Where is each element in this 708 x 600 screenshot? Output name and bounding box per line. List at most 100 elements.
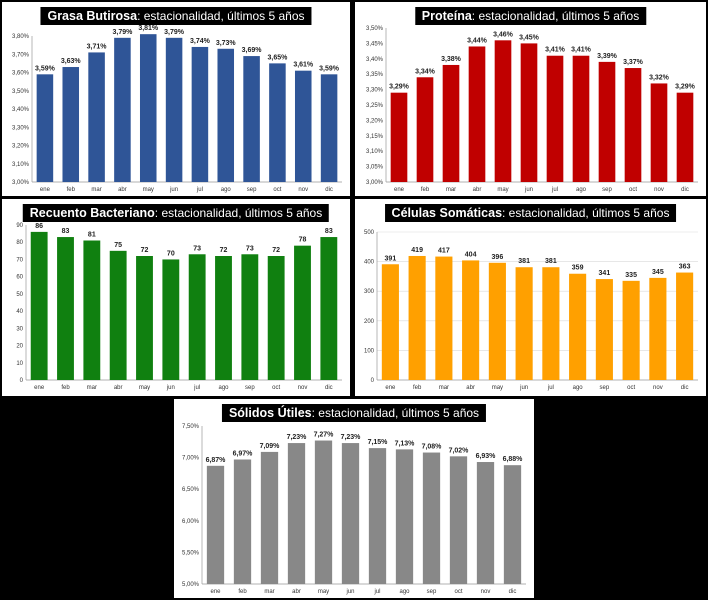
y-tick-label: 70	[16, 257, 23, 263]
y-tick-label: 3,30%	[366, 88, 384, 94]
bar	[233, 459, 252, 584]
chart-title-main: Grasa Butirosa	[47, 9, 138, 23]
data-label: 359	[572, 265, 584, 272]
bar	[416, 77, 434, 182]
data-label: 3,65%	[267, 54, 288, 61]
bar	[314, 440, 333, 584]
x-tick-label: ene	[40, 187, 51, 193]
chart-title-sub: : estacionalidad, últimos 5 años	[311, 406, 480, 420]
bar	[260, 451, 279, 584]
y-tick-label: 3,60%	[12, 71, 30, 77]
x-tick-label: oct	[629, 187, 637, 193]
y-tick-label: 0	[20, 378, 24, 384]
data-label: 3,71%	[87, 43, 108, 50]
data-label: 3,41%	[571, 47, 592, 54]
x-tick-label: sep	[245, 385, 255, 391]
data-label: 7,13%	[395, 440, 416, 447]
data-label: 3,81%	[138, 25, 159, 32]
data-label: 381	[518, 258, 530, 265]
x-tick-label: may	[492, 385, 503, 391]
data-label: 3,44%	[467, 37, 488, 44]
x-tick-label: may	[497, 187, 508, 193]
bar	[381, 264, 399, 380]
y-tick-label: 90	[16, 223, 23, 229]
y-tick-label: 3,15%	[366, 134, 384, 140]
y-tick-label: 80	[16, 240, 23, 246]
chart-title-sub: : estacionalidad, últimos 5 años	[137, 9, 305, 23]
x-tick-label: jun	[345, 589, 354, 595]
x-tick-label: jun	[519, 385, 528, 391]
bar	[294, 245, 311, 380]
chart-svg-recuento: 0 10 20 30 40 50 60 70 80 90 86 ene 83 feb 81 mar 75 abr 7…	[16, 223, 342, 391]
chart-svg-celulas: 0 100 200 300 400 500 391 ene 419 feb 417 mar 404 abr…	[364, 230, 698, 391]
chart-svg-grasa: 3,00% 3,10% 3,20% 3,30% 3,40% 3,50% 3,60% 3,70%…	[12, 25, 342, 193]
bar	[109, 250, 127, 380]
y-tick-label: 3,50%	[12, 89, 30, 95]
bar	[442, 64, 460, 182]
data-label: 396	[492, 254, 504, 261]
bar	[598, 61, 616, 182]
y-tick-label: 3,00%	[12, 180, 30, 186]
bar	[624, 68, 642, 182]
y-tick-label: 5,50%	[182, 550, 200, 556]
x-tick-label: dic	[681, 187, 689, 193]
bar	[269, 63, 286, 182]
data-label: 381	[545, 258, 557, 265]
data-label: 404	[465, 251, 477, 258]
y-tick-label: 40	[16, 309, 23, 315]
y-tick-label: 30	[16, 326, 23, 332]
chart-title: Células Somáticas: estacionalidad, últim…	[384, 204, 677, 222]
y-tick-label: 100	[364, 348, 375, 354]
bar	[165, 37, 183, 183]
bar	[136, 256, 153, 380]
y-tick-label: 3,70%	[12, 52, 30, 58]
y-tick-label: 0	[371, 378, 375, 384]
x-tick-label: may	[139, 385, 150, 391]
y-tick-label: 3,35%	[366, 72, 384, 78]
bar	[542, 267, 560, 380]
x-tick-label: nov	[481, 589, 491, 595]
data-label: 7,15%	[368, 439, 389, 446]
data-label: 7,02%	[449, 447, 470, 454]
chart-title: Proteína: estacionalidad, últimos 5 años	[414, 7, 647, 25]
x-tick-label: oct	[272, 385, 280, 391]
data-label: 3,73%	[216, 40, 237, 47]
data-label: 73	[246, 245, 254, 252]
x-tick-label: ene	[394, 187, 405, 193]
x-tick-label: feb	[413, 385, 422, 391]
y-tick-label: 400	[364, 260, 375, 266]
chart-title: Recuento Bacteriano: estacionalidad, últ…	[22, 204, 330, 222]
x-tick-label: abr	[466, 385, 475, 391]
x-tick-label: sep	[247, 187, 257, 193]
x-tick-label: jun	[166, 385, 175, 391]
bar	[206, 465, 225, 584]
x-tick-label: dic	[509, 589, 517, 595]
x-tick-label: ago	[218, 385, 229, 391]
data-label: 3,29%	[389, 84, 410, 91]
bar	[267, 256, 285, 380]
y-tick-label: 7,50%	[182, 424, 200, 430]
chart-svg-solidos: 5,00% 5,50% 6,00% 6,50% 7,00% 7,50% 6,87% ene 6,…	[182, 424, 526, 595]
data-label: 3,39%	[597, 53, 618, 60]
chart-panel-solidos: Sólidos Útiles: estacionalidad, últimos …	[174, 399, 534, 598]
x-tick-label: sep	[427, 589, 437, 595]
x-tick-label: may	[143, 187, 154, 193]
x-tick-label: oct	[627, 385, 635, 391]
bar	[294, 70, 312, 182]
y-tick-label: 3,40%	[366, 57, 384, 63]
bar	[676, 272, 694, 380]
y-tick-label: 20	[16, 344, 23, 350]
x-tick-label: mar	[87, 385, 97, 391]
data-label: 81	[88, 232, 96, 239]
y-tick-label: 3,10%	[366, 149, 384, 155]
y-tick-label: 3,45%	[366, 41, 384, 47]
data-label: 3,41%	[545, 47, 566, 54]
data-label: 3,59%	[35, 65, 56, 72]
data-label: 83	[325, 228, 333, 235]
x-tick-label: nov	[298, 385, 308, 391]
y-tick-label: 3,10%	[12, 162, 30, 168]
data-label: 6,87%	[206, 457, 227, 464]
bar	[241, 254, 259, 380]
bar	[494, 40, 512, 182]
x-tick-label: jun	[524, 187, 533, 193]
